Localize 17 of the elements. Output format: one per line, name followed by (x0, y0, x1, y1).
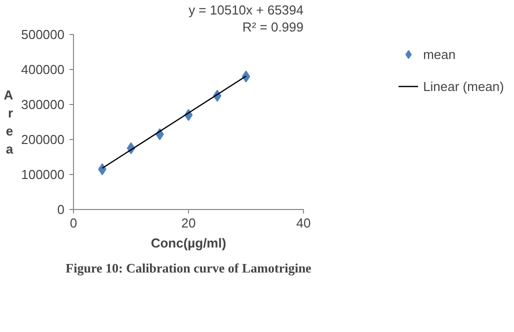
annotation: R² = 0.999 (242, 20, 304, 34)
y-tick-label: 200000 (21, 132, 65, 147)
legend-label: mean (423, 46, 456, 62)
text: y = 10510x + 65394 (188, 2, 304, 18)
x-tick-label: 20 (181, 216, 196, 230)
legend-label: Linear (mean) (423, 78, 504, 94)
y-tick-label: 400000 (21, 62, 65, 77)
x-tick-label: 0 (70, 216, 78, 230)
caption: Figure 10: Calibration curve of Lamotrigine (66, 260, 312, 276)
y-axis-title: Area (4, 88, 14, 156)
y-tick-label: 500000 (21, 27, 65, 42)
x-tick-label: 40 (296, 216, 311, 230)
point (242, 70, 250, 82)
x-axis-title: Conc(µg/ml) (150, 236, 226, 250)
y-tick-label: 300000 (21, 97, 65, 112)
y-tick-label: 0 (57, 202, 65, 217)
y-tick-label: 100000 (21, 167, 65, 182)
